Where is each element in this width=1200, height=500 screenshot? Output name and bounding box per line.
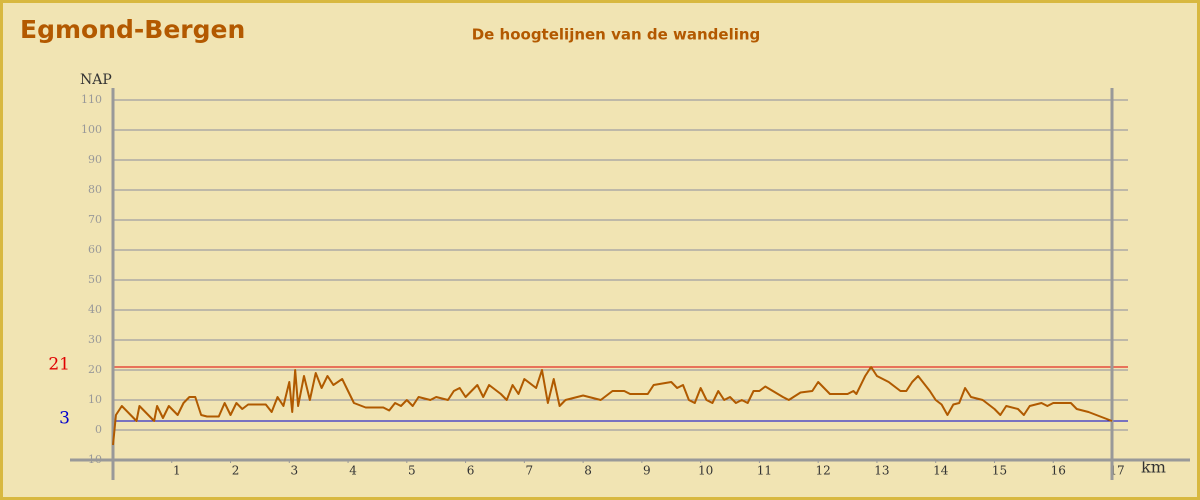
y-tick-label: 0 <box>95 423 102 436</box>
x-axis-label: km <box>1141 458 1166 477</box>
x-tick-label: 9 <box>643 464 651 478</box>
y-tick-label: 60 <box>88 243 102 256</box>
x-tick-label: 11 <box>757 464 772 478</box>
x-tick-label: 12 <box>816 464 831 478</box>
x-tick-label: 16 <box>1051 464 1066 478</box>
y-tick-label: 80 <box>88 183 102 196</box>
chart: Egmond-Bergen De hoogtelijnen van de wan… <box>20 15 1190 480</box>
y-tick-label: 50 <box>88 273 102 286</box>
y-tick-label: 70 <box>88 213 102 226</box>
chart-title: Egmond-Bergen <box>20 15 245 44</box>
y-tick-label: 20 <box>88 363 102 376</box>
y-tick-label: 30 <box>88 333 102 346</box>
reference-label: 21 <box>48 355 70 375</box>
x-tick-label: 13 <box>874 464 889 478</box>
x-tick-label: 4 <box>349 464 357 478</box>
y-tick-label: 40 <box>88 303 102 316</box>
y-tick-label: 10 <box>88 393 102 406</box>
y-tick-label: 90 <box>88 153 102 166</box>
x-tick-label: 3 <box>290 464 298 478</box>
elevation-line <box>112 366 1113 446</box>
y-tick-label: 110 <box>81 93 102 106</box>
x-tick-label: 7 <box>526 464 534 478</box>
y-axis-label: NAP <box>80 72 112 88</box>
x-tick-label: 10 <box>698 464 713 478</box>
reference-label: 3 <box>59 409 70 429</box>
x-tick-label: 2 <box>232 464 240 478</box>
y-tick-label: 100 <box>81 123 102 136</box>
x-tick-label: 6 <box>467 464 475 478</box>
x-tick-label: 1 <box>173 464 181 478</box>
x-tick-label: 8 <box>584 464 592 478</box>
x-tick-label: 15 <box>992 464 1007 478</box>
x-tick-label: 14 <box>933 464 949 478</box>
chart-subtitle: De hoogtelijnen van de wandeling <box>472 26 761 44</box>
x-tick-label: 5 <box>408 464 416 478</box>
